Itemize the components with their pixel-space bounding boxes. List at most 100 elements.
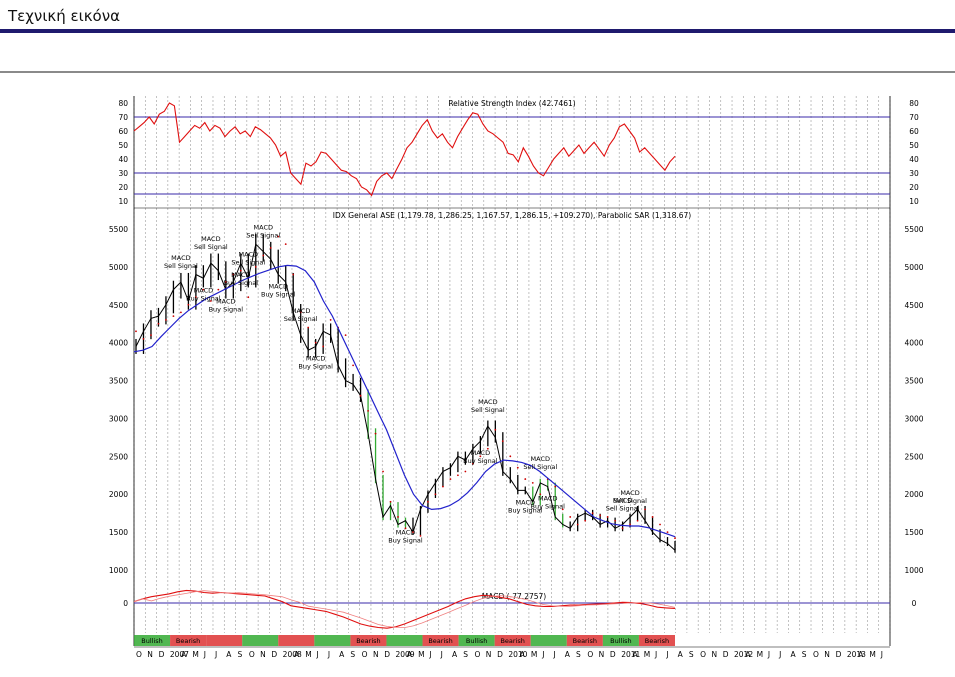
sar-dot [674,537,676,540]
price-tick-label: 1500 [904,528,923,537]
x-tick-label: M [644,650,650,659]
signal-annotation: Sell Signal [471,406,505,414]
signal-annotation: MACD [231,271,250,279]
rsi-tick-label: 80 [118,99,128,108]
x-tick-label: D [836,650,842,659]
x-tick-label: 2009 [396,650,415,659]
sar-dot [412,531,414,534]
sar-dot [479,455,482,458]
sar-dot [591,512,594,515]
rsi-tick-label: 40 [909,155,919,164]
sar-dot [224,281,227,283]
x-tick-label: J [552,650,555,659]
rsi-tick-label: 80 [909,99,919,108]
x-tick-label: N [599,650,605,659]
sar-dot [569,516,572,518]
sar-dot [464,470,467,473]
rsi-tick-label: 30 [118,169,128,178]
x-tick-label: N [824,650,830,659]
signal-annotation: MACD [531,455,550,463]
x-tick-label: N [373,650,379,659]
sar-dot [427,500,429,503]
x-tick-label: D [723,650,729,659]
x-tick-label: A [226,650,232,659]
sar-dot [292,273,295,276]
x-tick-label: A [678,650,684,659]
signal-annotation: MACD [620,489,639,497]
price-tick-label: 4000 [904,339,923,348]
sentiment-label: Bearish [176,637,200,645]
price-tick-label: 2500 [109,452,128,461]
sar-dot [314,341,317,344]
sentiment-segment [602,635,639,646]
signal-annotation: Sell Signal [164,262,198,270]
sentiment-segment [566,635,603,646]
sar-dot [606,516,609,518]
sar-dot [165,319,167,321]
signal-annotation: Buy Signal [209,306,244,314]
sentiment-label: Bearish [356,637,380,645]
sentiment-label: Bearish [645,637,669,645]
sar-dot [614,519,617,522]
sentiment-segment [242,635,279,646]
x-tick-label: A [339,650,345,659]
signal-annotation: MACD [613,497,632,505]
price-tick-label: 3500 [109,377,128,386]
price-tick-label: 5500 [904,225,923,234]
price-tick-label: 1500 [109,528,128,537]
signal-annotation: Buy Signal [261,290,296,298]
x-tick-label: O [813,650,819,659]
signal-annotation: Buy Signal [186,294,221,302]
signal-annotation: MACD [239,250,258,258]
sar-dot [135,330,137,333]
sar-dot [322,345,325,348]
header-bar [0,29,955,33]
sentiment-segment [458,635,495,646]
sar-dot [172,315,175,318]
sar-dot [621,527,624,530]
sar-dot [382,470,384,473]
sentiment-segment [530,635,567,646]
sar-dot [299,311,302,314]
price-tick-label: 5500 [109,225,128,234]
x-tick-label: S [689,650,694,659]
sar-dot [389,500,392,503]
x-tick-label: N [147,650,153,659]
rsi-tick-label: 60 [118,127,128,136]
sar-dot [501,440,504,443]
rsi-line [133,102,676,197]
signal-annotation: Buy Signal [531,503,566,511]
sentiment-label: Bullish [466,637,488,645]
sar-dot [254,265,257,268]
macd-tick-label: 0 [123,599,128,608]
sentiment-segment [350,635,387,646]
x-tick-label: S [463,650,468,659]
sar-dot [232,273,235,276]
x-tick-label: 2013 [847,650,866,659]
x-tick-label: M [192,650,198,659]
sar-dot [239,269,242,272]
x-tick-label: 2008 [283,650,302,659]
sentiment-segment [494,635,531,646]
x-tick-label: O [249,650,255,659]
rsi-tick-label: 50 [118,141,128,150]
x-tick-label: S [576,650,581,659]
sar-dot [516,466,519,469]
sentiment-segment [278,635,315,646]
signal-annotation: MACD [201,235,220,243]
signal-annotation: MACD [268,282,287,290]
signal-annotation: Buy Signal [298,362,333,370]
x-tick-label: M [757,650,763,659]
x-tick-label: A [452,650,458,659]
page-title: Τεχνική εικόνα [8,7,120,25]
sar-dot [419,535,422,537]
sar-dot [374,432,377,435]
sar-dot [494,428,497,431]
x-tick-label: A [294,650,300,659]
rsi-tick-label: 60 [909,127,919,136]
signal-annotation: Sell Signal [231,258,265,266]
x-tick-label: J [203,650,206,659]
x-tick-label: O [587,650,593,659]
x-tick-label: J [327,650,330,659]
